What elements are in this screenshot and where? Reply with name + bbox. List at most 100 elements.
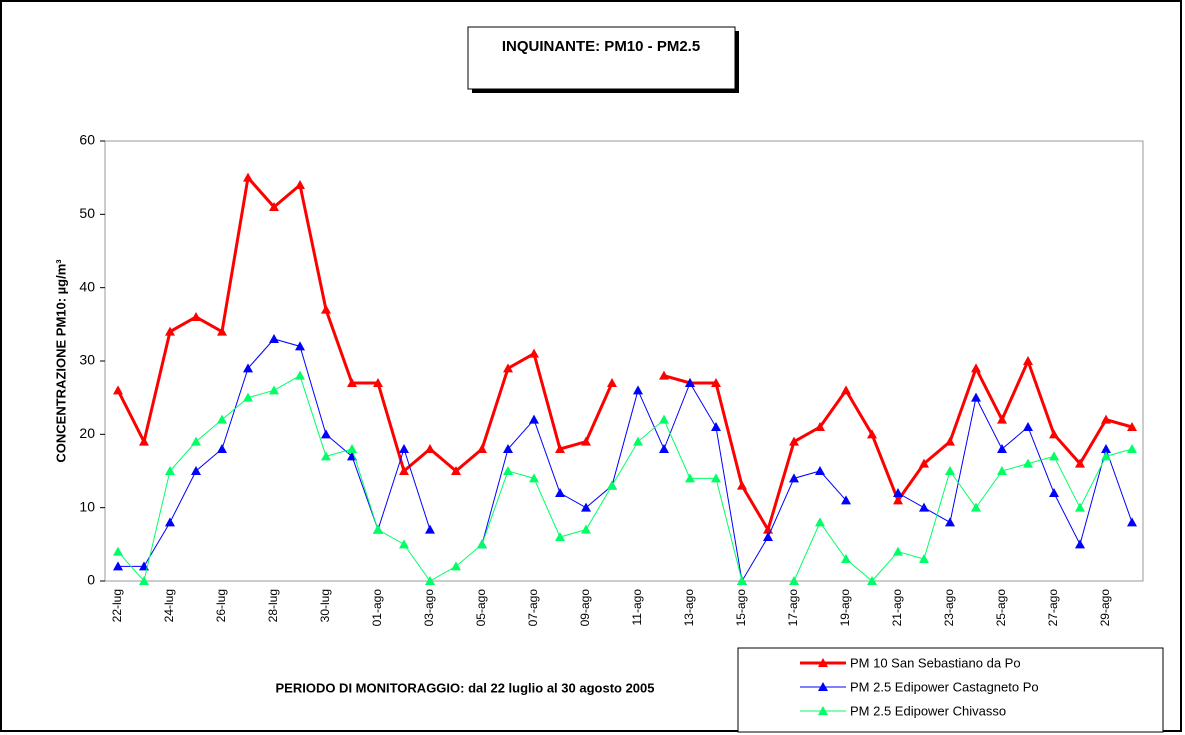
marker xyxy=(165,466,175,475)
marker xyxy=(659,444,669,453)
marker xyxy=(243,363,253,373)
marker xyxy=(815,422,825,431)
x-tick-label: 15-ago xyxy=(734,589,748,627)
marker xyxy=(841,385,851,395)
marker xyxy=(139,576,149,585)
x-tick-label: 17-ago xyxy=(786,589,800,627)
x-tick-label: 28-lug xyxy=(266,589,280,622)
x-tick-label: 05-ago xyxy=(474,589,488,627)
y-tick-label: 0 xyxy=(87,572,95,588)
marker xyxy=(503,466,513,475)
marker xyxy=(451,466,461,475)
marker xyxy=(139,561,149,571)
marker xyxy=(581,502,591,512)
marker xyxy=(815,466,825,475)
marker xyxy=(399,539,409,549)
legend-marker xyxy=(818,706,828,715)
marker xyxy=(113,385,123,395)
y-tick-label: 30 xyxy=(79,352,95,368)
x-tick-label: 23-ago xyxy=(942,589,956,627)
marker xyxy=(529,473,539,483)
marker xyxy=(789,436,799,446)
marker xyxy=(555,488,565,497)
marker xyxy=(919,554,929,563)
marker xyxy=(659,370,669,380)
marker xyxy=(633,436,643,446)
marker xyxy=(555,444,565,453)
x-tick-label: 26-lug xyxy=(214,589,228,622)
legend xyxy=(737,647,1164,733)
marker xyxy=(763,532,773,541)
marker xyxy=(607,480,617,490)
marker xyxy=(1023,458,1033,468)
marker xyxy=(841,554,851,563)
marker xyxy=(191,436,201,446)
marker xyxy=(373,378,383,387)
legend-label: PM 2.5 Edipower Castagneto Po xyxy=(850,679,1039,694)
marker xyxy=(139,436,149,446)
marker xyxy=(321,304,331,314)
marker xyxy=(997,466,1007,475)
x-tick-label: 13-ago xyxy=(682,589,696,627)
x-tick-label: 03-ago xyxy=(422,589,436,627)
x-tick-label: 29-ago xyxy=(1098,589,1112,627)
marker xyxy=(425,524,435,534)
marker xyxy=(1075,502,1085,512)
x-tick-label: 07-ago xyxy=(526,589,540,627)
marker xyxy=(1127,517,1137,527)
series-line xyxy=(116,174,614,474)
marker xyxy=(711,378,721,387)
marker xyxy=(503,363,513,373)
y-tick-label: 50 xyxy=(79,205,95,221)
x-tick-label: 27-ago xyxy=(1046,589,1060,627)
marker xyxy=(1075,458,1085,468)
chart-title: INQUINANTE: PM10 - PM2.5 xyxy=(502,38,700,55)
marker xyxy=(1023,356,1033,365)
x-tick-label: 11-ago xyxy=(630,589,644,626)
marker xyxy=(477,444,487,453)
marker xyxy=(1101,414,1111,424)
marker xyxy=(893,488,903,497)
marker xyxy=(165,517,175,527)
marker xyxy=(347,378,357,387)
marker xyxy=(295,370,305,380)
marker xyxy=(165,326,175,336)
marker xyxy=(815,517,825,527)
marker xyxy=(1101,444,1111,453)
marker xyxy=(555,532,565,541)
legend-marker xyxy=(818,682,828,691)
title-box xyxy=(467,26,736,90)
marker xyxy=(659,414,669,424)
marker xyxy=(1127,422,1137,431)
y-axis-label: CONCENTRAZIONE PM10: µg/m³ xyxy=(53,259,68,463)
marker xyxy=(191,312,201,321)
x-tick-label: 30-lug xyxy=(318,589,332,622)
marker xyxy=(971,363,981,373)
marker xyxy=(945,517,955,527)
x-tick-label: 21-ago xyxy=(890,589,904,627)
marker xyxy=(373,524,383,534)
marker xyxy=(581,436,591,446)
marker xyxy=(1075,539,1085,549)
marker xyxy=(269,385,279,395)
x-tick-label: 22-lug xyxy=(110,589,124,622)
legend-marker xyxy=(818,658,828,667)
x-tick-label: 24-lug xyxy=(162,589,176,622)
marker xyxy=(1127,444,1137,453)
marker xyxy=(477,539,487,549)
marker xyxy=(1049,429,1059,439)
marker xyxy=(451,561,461,571)
marker xyxy=(399,466,409,475)
marker xyxy=(581,524,591,534)
y-tick-label: 40 xyxy=(79,278,95,294)
marker xyxy=(425,444,435,453)
marker xyxy=(633,385,643,395)
legend-label: PM 2.5 Edipower Chivasso xyxy=(850,703,1006,718)
marker xyxy=(893,546,903,556)
marker xyxy=(529,414,539,424)
marker xyxy=(113,546,123,556)
marker xyxy=(919,458,929,468)
marker xyxy=(685,473,695,483)
marker xyxy=(217,326,227,336)
marker xyxy=(685,378,695,387)
